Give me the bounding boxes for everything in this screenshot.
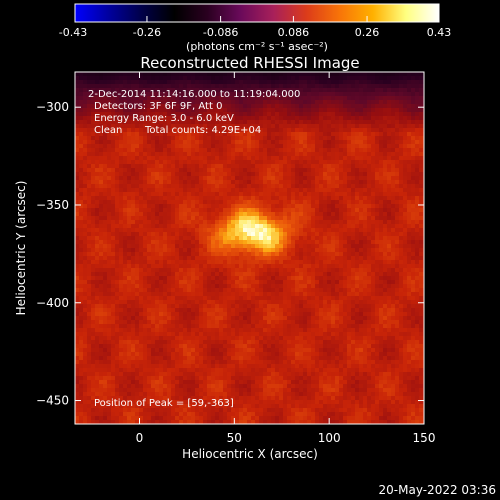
plot-frame xyxy=(74,71,425,425)
y-tick-label: −300 xyxy=(36,100,69,114)
axis-ticks: 0 50 100 150 −300 −350 −400 −450 xyxy=(36,72,435,445)
x-tick-label: 0 xyxy=(136,431,144,445)
annotation-peak-position: Position of Peak = [59,-363] xyxy=(94,398,234,409)
annotation-time-range: 2-Dec-2014 11:14:16.000 to 11:19:04.000 xyxy=(88,89,300,100)
y-tick-label: −400 xyxy=(36,296,69,310)
colorbar-tick-label: 0.43 xyxy=(427,26,452,39)
annotation-detectors: Detectors: 3F 6F 9F, Att 0 xyxy=(94,101,222,112)
colorbar-units-label: (photons cm⁻² s⁻¹ asec⁻²) xyxy=(186,40,328,53)
colorbar-tick-label: -0.26 xyxy=(133,26,161,39)
chart-title: Reconstructed RHESSI Image xyxy=(140,54,359,72)
annotation-method: Clean xyxy=(94,125,122,136)
colorbar-tick-label: -0.43 xyxy=(59,26,87,39)
colorbar xyxy=(74,3,440,23)
x-tick-label: 100 xyxy=(318,431,341,445)
colorbar-ticks: -0.43 -0.26 -0.086 0.086 0.26 0.43 xyxy=(59,16,451,39)
colorbar-tick-label: -0.086 xyxy=(203,26,238,39)
colorbar-tick-label: 0.086 xyxy=(278,26,310,39)
heatmap-image xyxy=(75,72,424,424)
colorbar-tick-label: 0.26 xyxy=(355,26,380,39)
y-tick-label: −350 xyxy=(36,198,69,212)
x-axis-label: Heliocentric X (arcsec) xyxy=(182,447,318,461)
footer-timestamp: 20-May-2022 03:36 xyxy=(379,483,496,497)
x-tick-label: 50 xyxy=(227,431,242,445)
y-tick-label: −450 xyxy=(36,394,69,408)
annotation-counts: Total counts: 4.29E+04 xyxy=(144,125,261,136)
y-axis-label: Heliocentric Y (arcsec) xyxy=(14,181,28,316)
x-tick-label: 150 xyxy=(413,431,436,445)
annotation-energy: Energy Range: 3.0 - 6.0 keV xyxy=(94,113,234,124)
